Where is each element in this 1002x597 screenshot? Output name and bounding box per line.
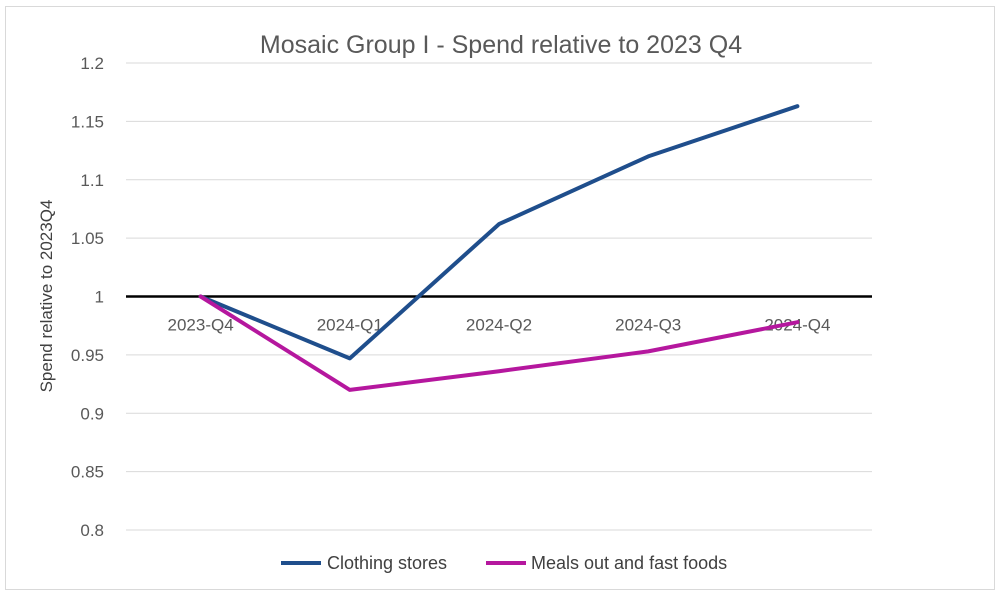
y-tick-label: 0.8 [80,521,104,540]
x-tick-label: 2024-Q1 [317,316,383,335]
chart-title: Mosaic Group I - Spend relative to 2023 … [260,31,742,59]
y-tick-label: 0.85 [71,463,104,482]
y-axis-ticks: 0.8 0.85 0.9 0.95 1 1.05 1.1 1.15 1.2 [71,54,104,540]
series-line-1 [198,294,800,392]
legend: Clothing stores Meals out and fast foods [281,553,727,573]
series-line-0 [198,104,800,361]
y-tick-label: 0.9 [80,404,104,423]
y-tick-label: 1.05 [71,229,104,248]
y-tick-label: 1.2 [80,54,104,73]
gridlines [126,62,872,531]
legend-label: Meals out and fast foods [531,553,727,573]
chart-frame [5,6,995,590]
y-axis-label: Spend relative to 2023Q4 [37,200,56,393]
x-tick-label: 2023-Q4 [168,316,234,335]
y-tick-label: 1.1 [80,171,104,190]
y-tick-label: 1.15 [71,112,104,131]
x-tick-label: 2024-Q3 [615,316,681,335]
series-lines [198,104,800,392]
x-axis-ticks: 2023-Q4 2024-Q1 2024-Q2 2024-Q3 2024-Q4 [168,316,831,335]
x-tick-label: 2024-Q4 [764,316,830,335]
y-tick-label: 1 [95,288,104,307]
x-tick-label: 2024-Q2 [466,316,532,335]
y-tick-label: 0.95 [71,346,104,365]
legend-label: Clothing stores [327,553,447,573]
